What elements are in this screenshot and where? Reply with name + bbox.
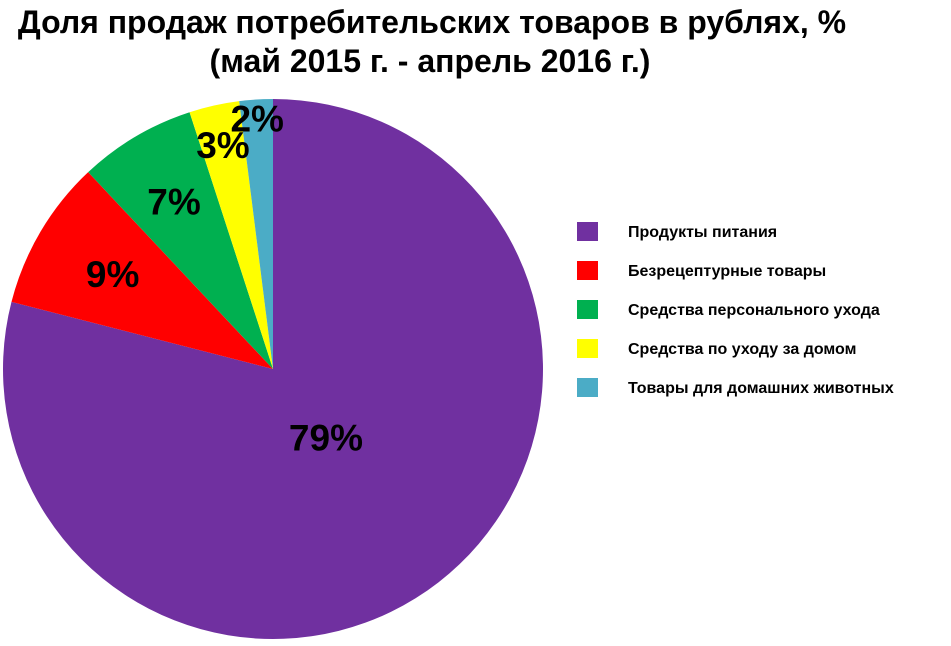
chart-subtitle: (май 2015 г. - апрель 2016 г.) xyxy=(210,43,651,79)
data-label-3: 7% xyxy=(147,182,200,223)
legend-label-2: Безрецептурные товары xyxy=(628,263,826,280)
legend-label-3: Средства персонального ухода xyxy=(628,302,880,319)
data-label-5: 2% xyxy=(230,98,283,139)
legend-swatch-1 xyxy=(577,222,598,241)
legend-swatch-4 xyxy=(577,339,598,358)
legend-swatch-5 xyxy=(577,378,598,397)
pie-data-labels: 79% 9%7% 3%2% xyxy=(86,98,363,458)
pie-slice-3 xyxy=(88,112,274,370)
pie-slice-4 xyxy=(189,101,273,369)
pie-slice-1 xyxy=(3,99,543,639)
data-label-1: 79% xyxy=(289,417,363,458)
legend: Продукты питания Безрецептурные товары Сре… xyxy=(577,222,894,397)
pie-slice-2 xyxy=(11,172,274,369)
pie-slices xyxy=(3,99,543,639)
legend-swatch-3 xyxy=(577,300,598,319)
legend-swatch-2 xyxy=(577,261,598,280)
legend-label-4: Средства по уходу за домом xyxy=(628,341,856,358)
pie-slice-5 xyxy=(239,99,273,369)
legend-label-5: Товары для домашних животных xyxy=(628,380,894,397)
data-label-4: 3% xyxy=(196,125,249,166)
legend-label-1: Продукты питания xyxy=(628,224,777,241)
data-label-2: 9% xyxy=(86,254,139,295)
chart-title: Доля продаж потребительских товаров в ру… xyxy=(18,4,846,40)
